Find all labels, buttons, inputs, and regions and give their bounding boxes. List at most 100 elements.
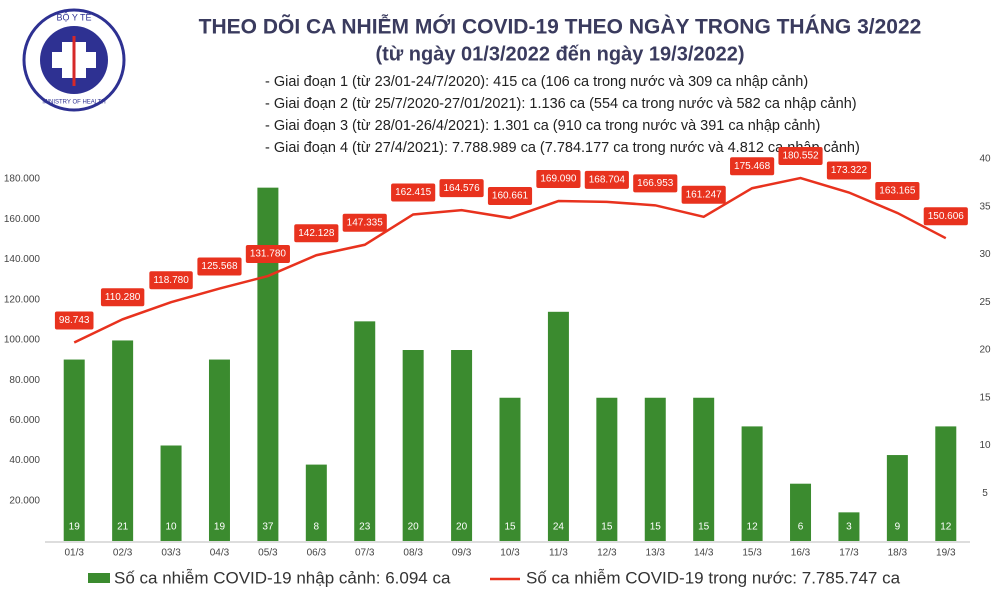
bar-label: 10 (165, 522, 177, 533)
bar-label: 15 (698, 522, 710, 533)
y-tick-label: 120.000 (4, 294, 41, 305)
y2-tick-label: 5 (982, 488, 988, 499)
bar-label: 24 (553, 522, 565, 533)
legend-label: Số ca nhiễm COVID-19 trong nước: 7.785.7… (526, 568, 901, 587)
line-label-box (681, 185, 726, 204)
bar (305, 464, 327, 541)
logo-top-text: BỘ Y TẾ (56, 12, 91, 22)
chart-subtitle: (từ ngày 01/3/2022 đến ngày 19/3/2022) (375, 43, 744, 65)
line-label-box (536, 170, 581, 189)
y2-tick-label: 10 (979, 440, 991, 451)
y-tick-label: 20.000 (9, 495, 40, 506)
bar (257, 187, 279, 541)
bar-label: 9 (895, 522, 901, 533)
line-label: 150.606 (928, 211, 965, 222)
line-label: 173.322 (831, 165, 868, 176)
bar-label: 6 (798, 522, 804, 533)
x-tick-label: 12/3 (597, 548, 617, 559)
bar-label: 15 (650, 522, 662, 533)
line-label-box (197, 257, 242, 276)
line-label-box (778, 146, 823, 165)
x-tick-label: 04/3 (210, 548, 230, 559)
line-label: 110.280 (105, 292, 141, 303)
x-tick-label: 11/3 (549, 548, 568, 559)
x-tick-label: 02/3 (113, 548, 133, 559)
bar (160, 445, 182, 541)
bar (547, 311, 569, 541)
line-label-box (391, 183, 436, 202)
bar (790, 483, 812, 541)
legend-label: Số ca nhiễm COVID-19 nhập cảnh: 6.094 ca (114, 568, 451, 587)
x-tick-label: 10/3 (500, 548, 520, 559)
y-tick-label: 140.000 (4, 254, 41, 265)
line (73, 176, 947, 344)
bar-label: 21 (117, 522, 129, 533)
line-label: 163.165 (879, 186, 916, 197)
line-label: 175.468 (734, 161, 771, 172)
bar (886, 455, 908, 541)
logo-bottom-text: MINISTRY OF HEALTH (42, 100, 105, 106)
line-label: 147.335 (347, 217, 384, 228)
bar-label: 20 (456, 522, 468, 533)
annotation: - Giai đoạn 4 (từ 27/4/2021): 7.788.989 … (265, 140, 860, 156)
annotation: - Giai đoạn 1 (từ 23/01-24/7/2020): 415 … (265, 74, 808, 90)
line-label-box (294, 224, 339, 243)
line-label: 168.704 (589, 174, 626, 185)
bar (644, 397, 666, 541)
bar (693, 397, 715, 541)
line-label-box (439, 179, 484, 198)
chart-title: THEO DÕI CA NHIỄM MỚI COVID-19 THEO NGÀY… (199, 15, 922, 39)
line-label: 131.780 (250, 249, 287, 260)
line-label-box (245, 245, 290, 264)
bar (402, 350, 424, 541)
bar-label: 23 (359, 522, 371, 533)
y-tick-label: 100.000 (4, 335, 41, 346)
x-tick-label: 16/3 (791, 548, 811, 559)
x-tick-label: 09/3 (452, 548, 472, 559)
x-tick-label: 05/3 (258, 548, 278, 559)
bar (354, 321, 376, 541)
y-tick-label: 40.000 (9, 455, 40, 466)
bar-label: 19 (214, 522, 226, 533)
legend-swatch (88, 573, 110, 583)
line-label: 118.780 (153, 275, 189, 286)
x-tick-label: 17/3 (839, 548, 859, 559)
bar-label: 15 (601, 522, 613, 533)
bar-label: 20 (408, 522, 420, 533)
y-tick-label: 60.000 (9, 415, 40, 426)
bar-label: 19 (69, 522, 81, 533)
line-label-box (487, 186, 533, 205)
bar (935, 426, 957, 541)
x-tick-label: 13/3 (646, 548, 666, 559)
bar-label: 12 (747, 522, 759, 533)
line-label: 125.568 (201, 261, 238, 272)
bar (838, 512, 860, 541)
line-label-box (54, 311, 94, 330)
y-tick-label: 160.000 (4, 214, 41, 225)
x-tick-label: 15/3 (742, 548, 762, 559)
line-label-box (923, 207, 968, 226)
line-label-box (149, 271, 193, 290)
line-label-box (342, 213, 387, 232)
bar (451, 350, 473, 541)
y2-tick-label: 40 (979, 154, 991, 165)
y2-tick-label: 25 (979, 297, 991, 308)
line-label-box (100, 288, 145, 307)
line-label: 180.552 (782, 151, 819, 162)
line-label-box (584, 170, 629, 189)
line-label-box (633, 174, 678, 193)
y2-tick-label: 20 (979, 345, 991, 356)
x-tick-label: 07/3 (355, 548, 375, 559)
line-label: 169.090 (540, 174, 577, 185)
bar-label: 37 (262, 522, 274, 533)
x-tick-label: 19/3 (936, 548, 956, 559)
line-label-box (875, 181, 920, 200)
x-tick-label: 06/3 (307, 548, 327, 559)
x-tick-label: 01/3 (64, 548, 84, 559)
x-tick-label: 14/3 (694, 548, 714, 559)
line-label: 164.576 (444, 183, 481, 194)
bar-label: 15 (504, 522, 516, 533)
line-label: 160.661 (492, 191, 529, 202)
logo: BỘ Y TẾ MINISTRY OF HEALTH (22, 8, 126, 112)
